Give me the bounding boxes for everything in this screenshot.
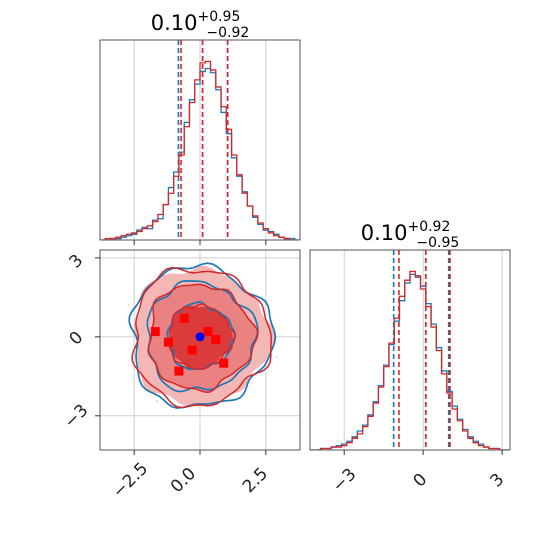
hist-step-series-2 [100, 60, 300, 240]
x-tick-label: 2.5 [239, 464, 272, 497]
x-tick-label: 3 [487, 470, 509, 492]
sample-point [156, 452, 158, 454]
red-square-marker [187, 345, 197, 355]
hist2-title: 0.10+0.92 −0.95 [361, 219, 460, 251]
hist2-grid [343, 250, 503, 450]
red-square-marker [219, 358, 229, 368]
sample-point [127, 304, 131, 307]
hist2-title-median: 0.10 [361, 221, 408, 245]
hist1-ticks [133, 240, 267, 245]
scatter-ticks [95, 257, 267, 455]
y-tick-label: 3 [66, 251, 88, 273]
sample-point [87, 323, 89, 325]
red-square-marker [179, 313, 189, 323]
contour-line-series-1 [146, 279, 259, 393]
hist-panel-param2: 0.10+0.92 −0.95 −3 0 3 [309, 219, 511, 497]
hist1-title: 0.10+0.95 −0.92 [151, 9, 250, 41]
red-square-marker [150, 327, 160, 337]
red-square-marker [211, 334, 221, 344]
x-tick-label: 0 [410, 470, 432, 492]
red-square-marker [174, 366, 184, 376]
hist1-title-plus: +0.95 [197, 9, 240, 25]
red-square-marker [203, 327, 213, 337]
scatter-panel: −2.5 0.0 2.5 3 0 −3 [61, 249, 301, 502]
contour-line-series-2 [131, 266, 272, 409]
hist1-plot-area [100, 40, 300, 240]
hist2-plot-area [310, 250, 510, 450]
x-tick-label: −2.5 [109, 459, 152, 502]
sample-point [275, 355, 278, 359]
hist-step-series-1 [310, 273, 510, 450]
x-tick-label: 0.0 [167, 464, 200, 497]
hist-step-series-2 [310, 270, 510, 450]
hist1-title-minus: −0.92 [206, 25, 249, 41]
x-tick-label: −3 [329, 465, 361, 497]
blue-center-marker [195, 332, 205, 342]
hist2-title-minus: −0.95 [416, 235, 459, 251]
hist2-ticks [343, 450, 503, 455]
y-tick-label: 0 [66, 328, 88, 350]
contour-line-series-1 [128, 262, 277, 409]
hist-panel-param1: 0.10+0.95 −0.92 [99, 9, 301, 245]
y-tick-label: −3 [61, 401, 93, 433]
contour-line-series-2 [147, 283, 259, 393]
hist2-title-plus: +0.92 [407, 219, 450, 235]
sample-point [130, 307, 133, 310]
hist1-title-median: 0.10 [151, 11, 198, 35]
contour-line-series-2 [168, 303, 236, 370]
sample-point [155, 399, 158, 403]
red-square-marker [163, 337, 173, 347]
hist2-frame [309, 249, 511, 451]
scatter-plot-area [87, 262, 278, 454]
